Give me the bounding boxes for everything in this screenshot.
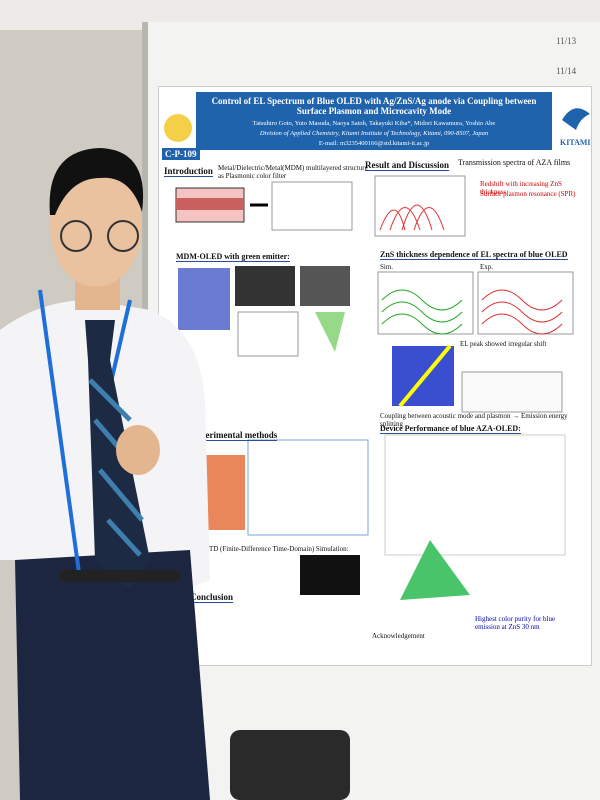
photo	[235, 266, 295, 306]
heading: Introduction	[164, 166, 213, 178]
affiliation: Division of Applied Chemistry, Kitami In…	[259, 130, 489, 137]
logo-text: KITAMI	[560, 138, 591, 147]
heading: Conclusion	[190, 592, 234, 604]
plot	[271, 181, 353, 231]
poster-id: C-P-109	[162, 148, 200, 161]
bag	[230, 730, 350, 800]
curve	[381, 289, 463, 335]
diagram	[461, 371, 563, 413]
label: Sim.	[380, 263, 394, 271]
heading: Experimental methods	[190, 430, 278, 442]
subheading: Metal/Dielectric/Metal(MDM) multilayered…	[218, 164, 368, 181]
note: Coupling between acoustic mode and plasm…	[380, 412, 568, 429]
heading: Acknowledgement	[372, 632, 425, 640]
glasses	[107, 220, 139, 252]
belt	[60, 570, 180, 582]
hair	[49, 148, 144, 215]
face	[50, 163, 142, 287]
plot	[374, 175, 466, 237]
note: Redshift with increasing ZnS thickness	[480, 180, 562, 197]
curve	[481, 289, 563, 335]
subheading: FDTD (Finite-Difference Time-Domain) Sim…	[200, 545, 349, 553]
heatmap-band	[398, 344, 452, 408]
heading: ZnS thickness dependence of EL spectra o…	[380, 250, 568, 261]
label: Exp.	[480, 263, 494, 271]
cie-diagram	[315, 312, 345, 352]
diagram	[176, 198, 244, 210]
heading: Result and Discussion	[365, 160, 450, 172]
subheading: Transmission spectra of AZA films	[458, 158, 571, 167]
cie-diagram	[400, 540, 470, 600]
title-band	[196, 92, 552, 150]
plot	[237, 311, 299, 357]
simulation	[300, 555, 360, 595]
hand	[116, 425, 160, 475]
board-label: 11/14	[556, 66, 577, 76]
heading: Device Performance of blue AZA-OLED:	[380, 424, 521, 435]
note: Highest color purity for blue emission a…	[475, 615, 556, 632]
email: E-mail: m3235400166@std.kitami-it.ac.jp	[318, 140, 430, 147]
note: EL peak showed irregular shift	[460, 340, 547, 348]
authors: Tatsuhiro Goto, Yuto Masuda, Naoya Satoh…	[252, 120, 496, 127]
poster-title: Control of EL Spectrum of Blue OLED with…	[211, 96, 537, 117]
lanyard	[38, 289, 82, 581]
glasses	[60, 220, 92, 252]
logo	[164, 114, 192, 142]
logo	[562, 108, 590, 130]
plot-grid	[384, 434, 566, 556]
materials-box	[247, 439, 369, 536]
trousers	[15, 550, 210, 800]
heading: MDM-OLED with green emitter:	[176, 252, 290, 263]
note: Surface plasmon resonance (SPR)	[480, 190, 576, 198]
board-label: 11/13	[556, 36, 577, 46]
curve	[379, 204, 445, 231]
photo	[300, 266, 350, 306]
layer-stack	[178, 268, 230, 330]
